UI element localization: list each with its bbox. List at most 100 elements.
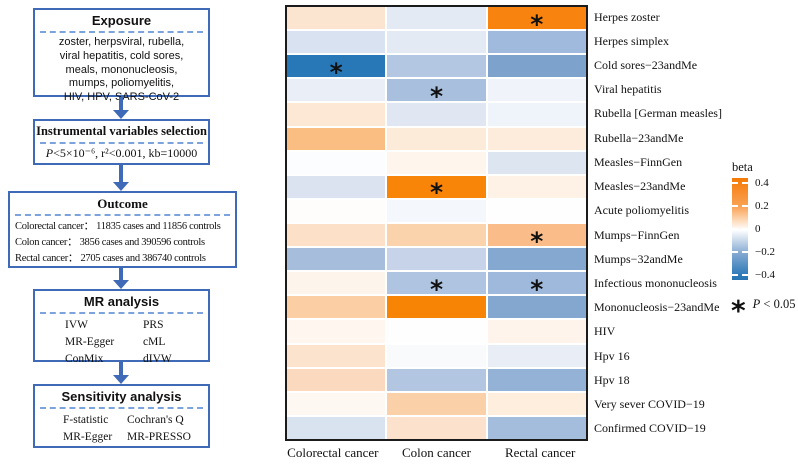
mr-method: IVW — [65, 319, 88, 331]
exposure-line: viral hepatitis, cold sores, — [59, 49, 184, 62]
heatmap-column-label: Colon cancer — [402, 445, 471, 460]
heatmap-cell — [387, 368, 486, 391]
significance-p: P — [752, 296, 761, 311]
heatmap: * * * * * * * — [285, 5, 588, 441]
heatmap-row-label: Cold sores−23andMe — [594, 58, 698, 73]
heatmap-cell — [287, 223, 386, 247]
legend-tick-dash — [732, 273, 748, 276]
sensitivity-method: Cochran's Q — [127, 414, 184, 426]
heatmap-row-label: Hpv 16 — [594, 348, 630, 363]
down-arrow-icon — [113, 97, 129, 119]
mr-method: MR-Egger — [65, 336, 115, 348]
outcome-line: Colon cancer： 3856 cases and 390596 cont… — [15, 237, 205, 248]
heatmap-cell: * — [387, 79, 486, 111]
heatmap-row-label: Very sever COVID−19 — [594, 397, 705, 412]
heatmap-row-label: Herpes zoster — [594, 9, 660, 24]
divider — [40, 312, 203, 314]
formula-p: P — [45, 146, 54, 160]
heatmap-row-label: Measles−23andMe — [594, 179, 686, 194]
heatmap-cell: * — [387, 175, 486, 207]
heatmap-cell — [387, 296, 486, 319]
heatmap-cell — [387, 31, 486, 54]
formula-rest: <5×10⁻⁶, r²<0.001, kb=10000 — [53, 146, 198, 160]
mr-analysis-title: MR analysis — [83, 294, 160, 309]
heatmap-cell — [487, 248, 586, 271]
heatmap-cell — [487, 151, 586, 174]
heatmap-cell — [287, 127, 386, 150]
heatmap-cell: * — [487, 7, 586, 39]
heatmap-cell — [387, 127, 486, 150]
heatmap-row-label: Rubella−23andMe — [594, 130, 684, 145]
heatmap-cell — [287, 7, 386, 30]
heatmap-cell — [287, 272, 386, 295]
heatmap-cell: * — [487, 272, 586, 304]
heatmap-cell: * — [287, 55, 386, 87]
significance-note: * P < 0.05 — [731, 290, 796, 325]
heatmap-cell — [287, 199, 386, 222]
sensitivity-method: F-statistic — [63, 414, 109, 426]
legend-title: beta — [732, 160, 753, 174]
legend-gradient-bar: 0.4 0.2 0 −0.2 −0.4 — [732, 177, 775, 281]
heatmap-cell — [387, 7, 486, 30]
outcome-title: Outcome — [97, 196, 148, 211]
legend-tick-label: −0.2 — [755, 245, 775, 258]
legend-tick-dash — [732, 250, 748, 253]
heatmap-row-label: Herpes simplex — [594, 33, 669, 48]
heatmap-cell — [487, 344, 586, 367]
heatmap-cell — [287, 296, 386, 319]
heatmap-row-label: Confirmed COVID−19 — [594, 421, 706, 436]
heatmap-cell: * — [487, 223, 586, 256]
mr-method: cML — [143, 336, 166, 348]
heatmap-cell — [487, 296, 586, 319]
exposure-box: Exposure zoster, herpsviral, rubella, vir… — [33, 8, 210, 103]
mr-analysis-body: IVW PRS MR-Egger cML ConMix dIVW — [35, 317, 208, 368]
heatmap-cell — [287, 320, 386, 343]
heatmap-cell — [387, 392, 486, 415]
exposure-body: zoster, herpsviral, rubella, viral hepati… — [35, 36, 208, 105]
heatmap-cell — [387, 151, 486, 174]
legend-tick-dash — [732, 182, 748, 185]
sensitivity-title: Sensitivity analysis — [61, 389, 182, 404]
mr-method: ConMix — [65, 353, 104, 365]
heatmap-cell — [487, 103, 586, 126]
divider — [40, 142, 203, 144]
significance-threshold: < 0.05 — [760, 296, 796, 311]
iv-selection-title: Instrumental variables selection — [36, 124, 207, 138]
down-arrow-icon — [113, 165, 129, 191]
heatmap-cell — [287, 79, 386, 102]
heatmap-row-labels: Herpes zoster Herpes simplex Cold sores−23… — [594, 5, 722, 441]
heatmap-cell — [487, 175, 586, 198]
heatmap-cell — [487, 392, 586, 415]
heatmap-column-labels: Colorectal cancer Colon cancer Rectal canc… — [281, 445, 592, 461]
heatmap-cell — [387, 416, 486, 439]
mr-analysis-box: MR analysis IVW PRS MR-Egger cML ConMix dIVW — [33, 289, 210, 365]
heatmap-cell — [487, 127, 586, 150]
heatmap-cell — [487, 31, 586, 54]
sensitivity-body: F-statistic Cochran's Q MR-Egger MR-PRESSO — [35, 412, 208, 446]
divider — [15, 214, 230, 216]
heatmap-cell — [287, 368, 386, 391]
legend-tick-dash — [732, 205, 748, 208]
heatmap-cell: * — [387, 272, 486, 304]
heatmap-row-label: HIV — [594, 324, 616, 339]
heatmap-row-label: Infectious mononucleosis — [594, 276, 717, 291]
down-arrow-icon — [113, 268, 129, 289]
mr-method: dIVW — [143, 353, 172, 365]
exposure-line: mumps, poliomyelitis, — [68, 77, 175, 90]
outcome-body: Colorectal cancer： 11835 cases and 11856… — [10, 219, 235, 267]
heatmap-cell — [287, 344, 386, 367]
heatmap-cell — [387, 320, 486, 343]
heatmap-cell — [287, 175, 386, 198]
heatmap-cell — [387, 199, 486, 222]
heatmap-row-label: Mumps−32andMe — [594, 251, 683, 266]
heatmap-cell — [487, 368, 586, 391]
exposure-title: Exposure — [91, 13, 152, 28]
heatmap-row-label: Acute poliomyelitis — [594, 203, 689, 218]
heatmap-row-label: Mononucleosis−23andMe — [594, 300, 720, 315]
outcome-line: Rectal cancer： 2705 cases and 386740 con… — [15, 253, 206, 264]
exposure-line: meals, mononucleosis, — [65, 63, 178, 76]
down-arrow-icon — [113, 362, 129, 384]
sensitivity-method: MR-PRESSO — [127, 431, 191, 443]
heatmap-row-label: Hpv 18 — [594, 372, 630, 387]
